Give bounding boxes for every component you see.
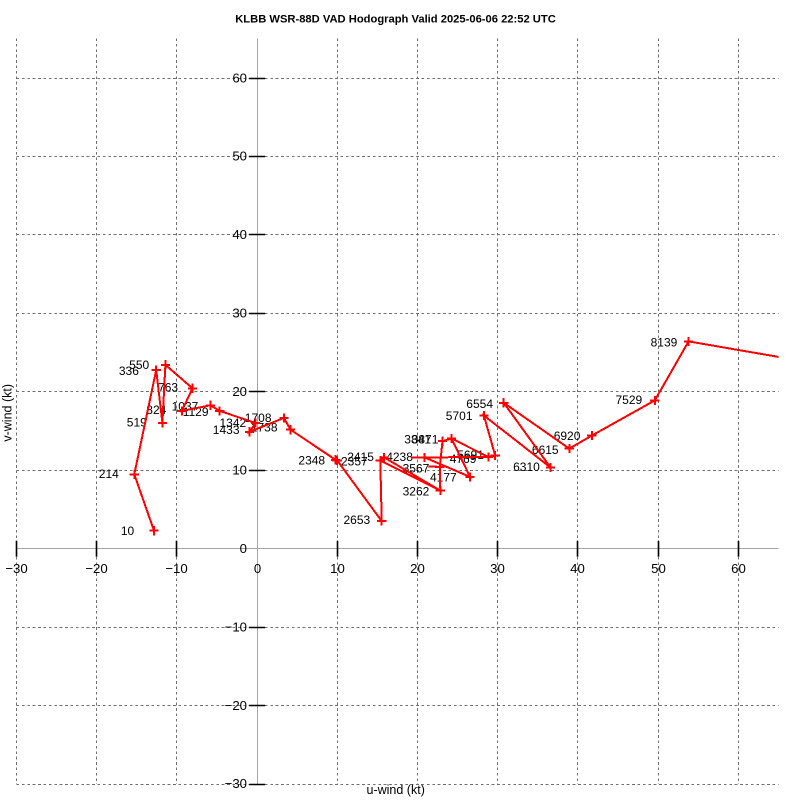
svg-text:30: 30: [232, 306, 247, 321]
svg-text:6615: 6615: [532, 443, 559, 457]
svg-text:2348: 2348: [298, 454, 325, 468]
svg-text:10: 10: [330, 561, 345, 576]
svg-text:50: 50: [232, 149, 247, 164]
svg-text:KLBB WSR-88D VAD Hodograph Val: KLBB WSR-88D VAD Hodograph Valid 2025-06…: [235, 14, 556, 26]
svg-text:2653: 2653: [343, 513, 370, 527]
svg-text:30: 30: [490, 561, 505, 576]
svg-text:0: 0: [254, 561, 261, 576]
svg-text:−20: −20: [85, 561, 107, 576]
svg-text:v-wind (kt): v-wind (kt): [1, 384, 15, 442]
svg-text:6310: 6310: [513, 460, 540, 474]
svg-text:10: 10: [121, 524, 135, 538]
svg-text:40: 40: [232, 227, 247, 242]
svg-text:8139: 8139: [651, 335, 678, 349]
svg-text:4177: 4177: [430, 470, 457, 484]
svg-text:3871: 3871: [412, 433, 439, 447]
svg-text:50: 50: [651, 561, 666, 576]
svg-text:60: 60: [731, 561, 746, 576]
svg-text:336: 336: [119, 364, 139, 378]
svg-text:5701: 5701: [446, 409, 473, 423]
svg-text:−30: −30: [5, 561, 27, 576]
svg-text:763: 763: [158, 381, 178, 395]
svg-text:550: 550: [129, 358, 149, 372]
svg-text:2357: 2357: [341, 454, 368, 468]
svg-text:40: 40: [570, 561, 585, 576]
svg-text:−10: −10: [165, 561, 187, 576]
svg-text:4238: 4238: [386, 450, 413, 464]
svg-text:20: 20: [410, 561, 425, 576]
svg-text:3841: 3841: [404, 433, 431, 447]
svg-text:10: 10: [232, 463, 247, 478]
svg-text:u-wind (kt): u-wind (kt): [367, 783, 425, 797]
svg-text:−10: −10: [225, 619, 247, 634]
svg-text:20: 20: [232, 384, 247, 399]
svg-text:0: 0: [240, 541, 247, 556]
svg-text:2415: 2415: [347, 450, 374, 464]
svg-text:3262: 3262: [403, 484, 430, 498]
svg-text:1342: 1342: [219, 416, 246, 430]
svg-text:6920: 6920: [554, 429, 581, 443]
svg-text:60: 60: [232, 70, 247, 85]
svg-text:214: 214: [99, 467, 119, 481]
svg-text:−30: −30: [225, 776, 247, 791]
svg-text:519: 519: [127, 415, 147, 429]
svg-text:−20: −20: [225, 698, 247, 713]
svg-text:6554: 6554: [466, 397, 493, 411]
svg-text:7529: 7529: [615, 393, 642, 407]
svg-text:4769: 4769: [450, 452, 477, 466]
svg-text:1433: 1433: [213, 423, 240, 437]
